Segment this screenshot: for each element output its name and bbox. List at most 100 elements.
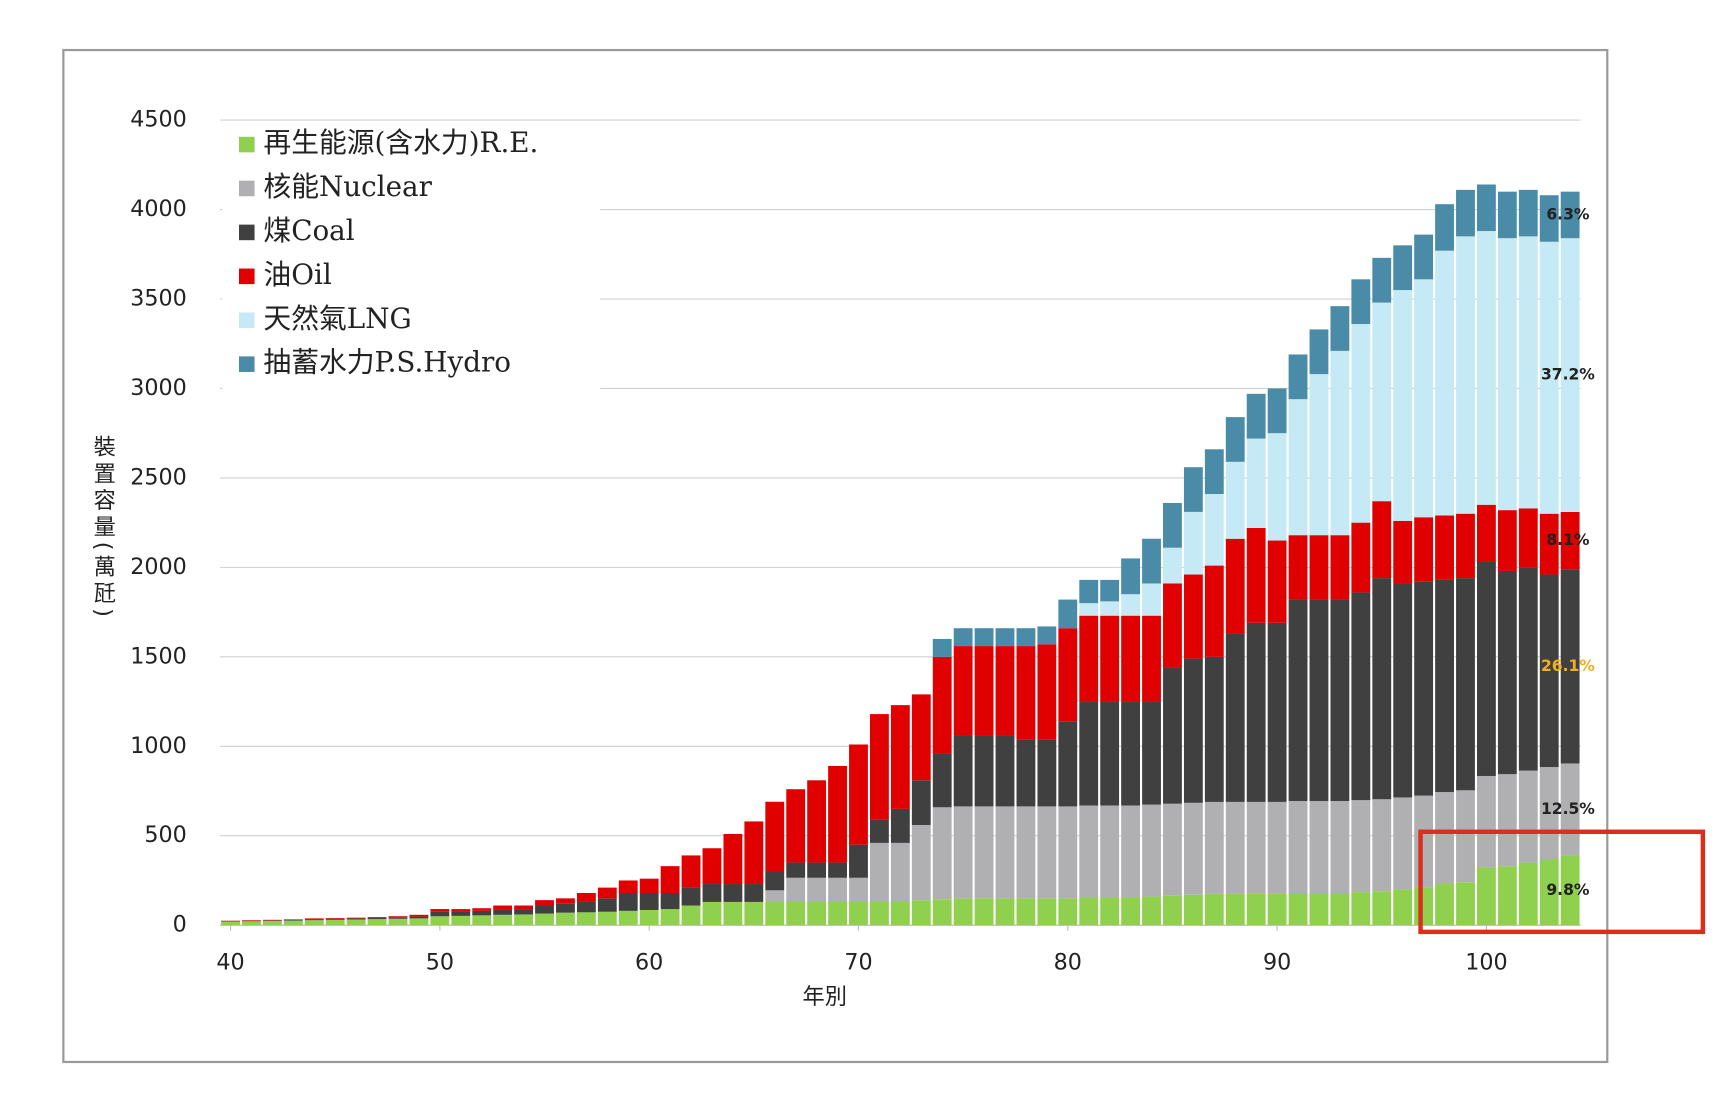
bar-segment [660,909,680,926]
bar-segment [1058,599,1078,629]
bar-segment [409,914,429,917]
bar-segment [325,919,345,926]
bar-segment [409,916,429,919]
x-tick-label: 80 [1054,949,1082,975]
bar-segment [1435,250,1454,516]
bar-segment [1058,898,1078,926]
bar-segment [1246,528,1266,623]
bar-segment [1476,231,1496,505]
bar-segment [1225,633,1245,802]
bar-segment [1414,795,1434,888]
bar-segment [1539,195,1559,242]
bar-segment [1225,417,1245,462]
bar-segment [451,909,471,912]
bar-segment [1183,802,1203,895]
bar-segment [304,919,324,921]
bar-segment [597,887,617,899]
bar-segment [1372,891,1392,926]
bar-segment [367,919,387,926]
bar-segment [869,819,889,843]
bar-segment [1560,569,1580,764]
bar-segment [1079,897,1099,926]
bar-segment [1225,461,1245,539]
bar-segment [262,920,282,926]
bar-segment [1246,393,1266,439]
bar-segment [1204,893,1224,926]
bar-segment [932,656,952,754]
bar-segment [1497,510,1517,571]
bar-segment [576,892,596,902]
bar-segment [953,806,973,899]
bar-segment [1560,855,1580,926]
bar-segment [995,628,1015,647]
bar-segment [1267,801,1287,894]
bar-segment [1476,504,1496,563]
bar-segment [639,892,659,910]
bar-segment [367,917,387,919]
x-axis-label: 年別 [803,984,847,1010]
bar-segment [1121,805,1141,898]
bar-segment [1351,522,1371,593]
bar-segment [807,862,827,878]
bar-segment [1121,701,1141,806]
bar-segment [262,920,282,921]
bar-segment [325,918,345,920]
bar-segment [1560,511,1580,570]
bar-segment [514,914,534,926]
bar-segment [765,890,785,902]
bar-segment [1058,806,1078,899]
bar-segment [1476,775,1496,868]
bar-segment [869,714,889,820]
bar-segment [1183,511,1203,575]
bar-segment [1246,893,1266,926]
bar-segment [1079,579,1099,604]
bar-segment [1288,399,1308,536]
bar-segment [1079,615,1099,702]
bar-segment [1456,236,1475,514]
bar-segment [1372,799,1392,892]
bar-segment [1393,290,1413,521]
bar-segment [618,892,638,911]
legend-label: 油Oil [263,258,331,291]
bar-segment [1288,801,1308,893]
bar-segment [974,898,994,926]
share-label: 8.1% [1546,531,1590,549]
bar-segment [262,919,282,921]
bar-segment [1100,897,1120,926]
bar-segment [1476,184,1496,232]
bar-segment [1225,801,1245,894]
bar-segment [1330,535,1350,600]
y-tick-label: 3000 [130,375,187,401]
legend-label: 煤Coal [263,214,354,247]
bar-segment [493,914,513,926]
bar-segment [974,646,994,736]
bar-segment [1037,898,1057,926]
bar-segment [1518,770,1538,863]
bar-segment [1288,354,1308,400]
share-label: 6.3% [1546,205,1590,223]
bar-segment [1393,245,1413,291]
bar-segment [723,901,743,926]
bar-segment [681,887,701,906]
bar-segment [786,877,806,902]
bar-segment [765,871,785,891]
bar-segment [1518,862,1538,926]
bar-segment [995,898,1015,926]
bar-segment [283,920,303,926]
bar-segment [786,901,806,926]
bar-segment [1309,892,1329,926]
share-label: 9.8% [1546,881,1590,899]
bar-segment [283,919,303,921]
bar-segment [890,808,910,843]
x-tick-label: 90 [1263,949,1291,975]
bar-segment [1183,467,1203,512]
y-tick-label: 4000 [130,196,187,222]
bar-segment [1079,805,1099,898]
bar-segment [1204,801,1224,894]
bar-segment [1204,565,1224,657]
bar-segment [911,694,931,781]
x-tick-label: 40 [216,949,244,975]
bar-segment [1246,801,1266,894]
bar-segment [1518,567,1538,771]
